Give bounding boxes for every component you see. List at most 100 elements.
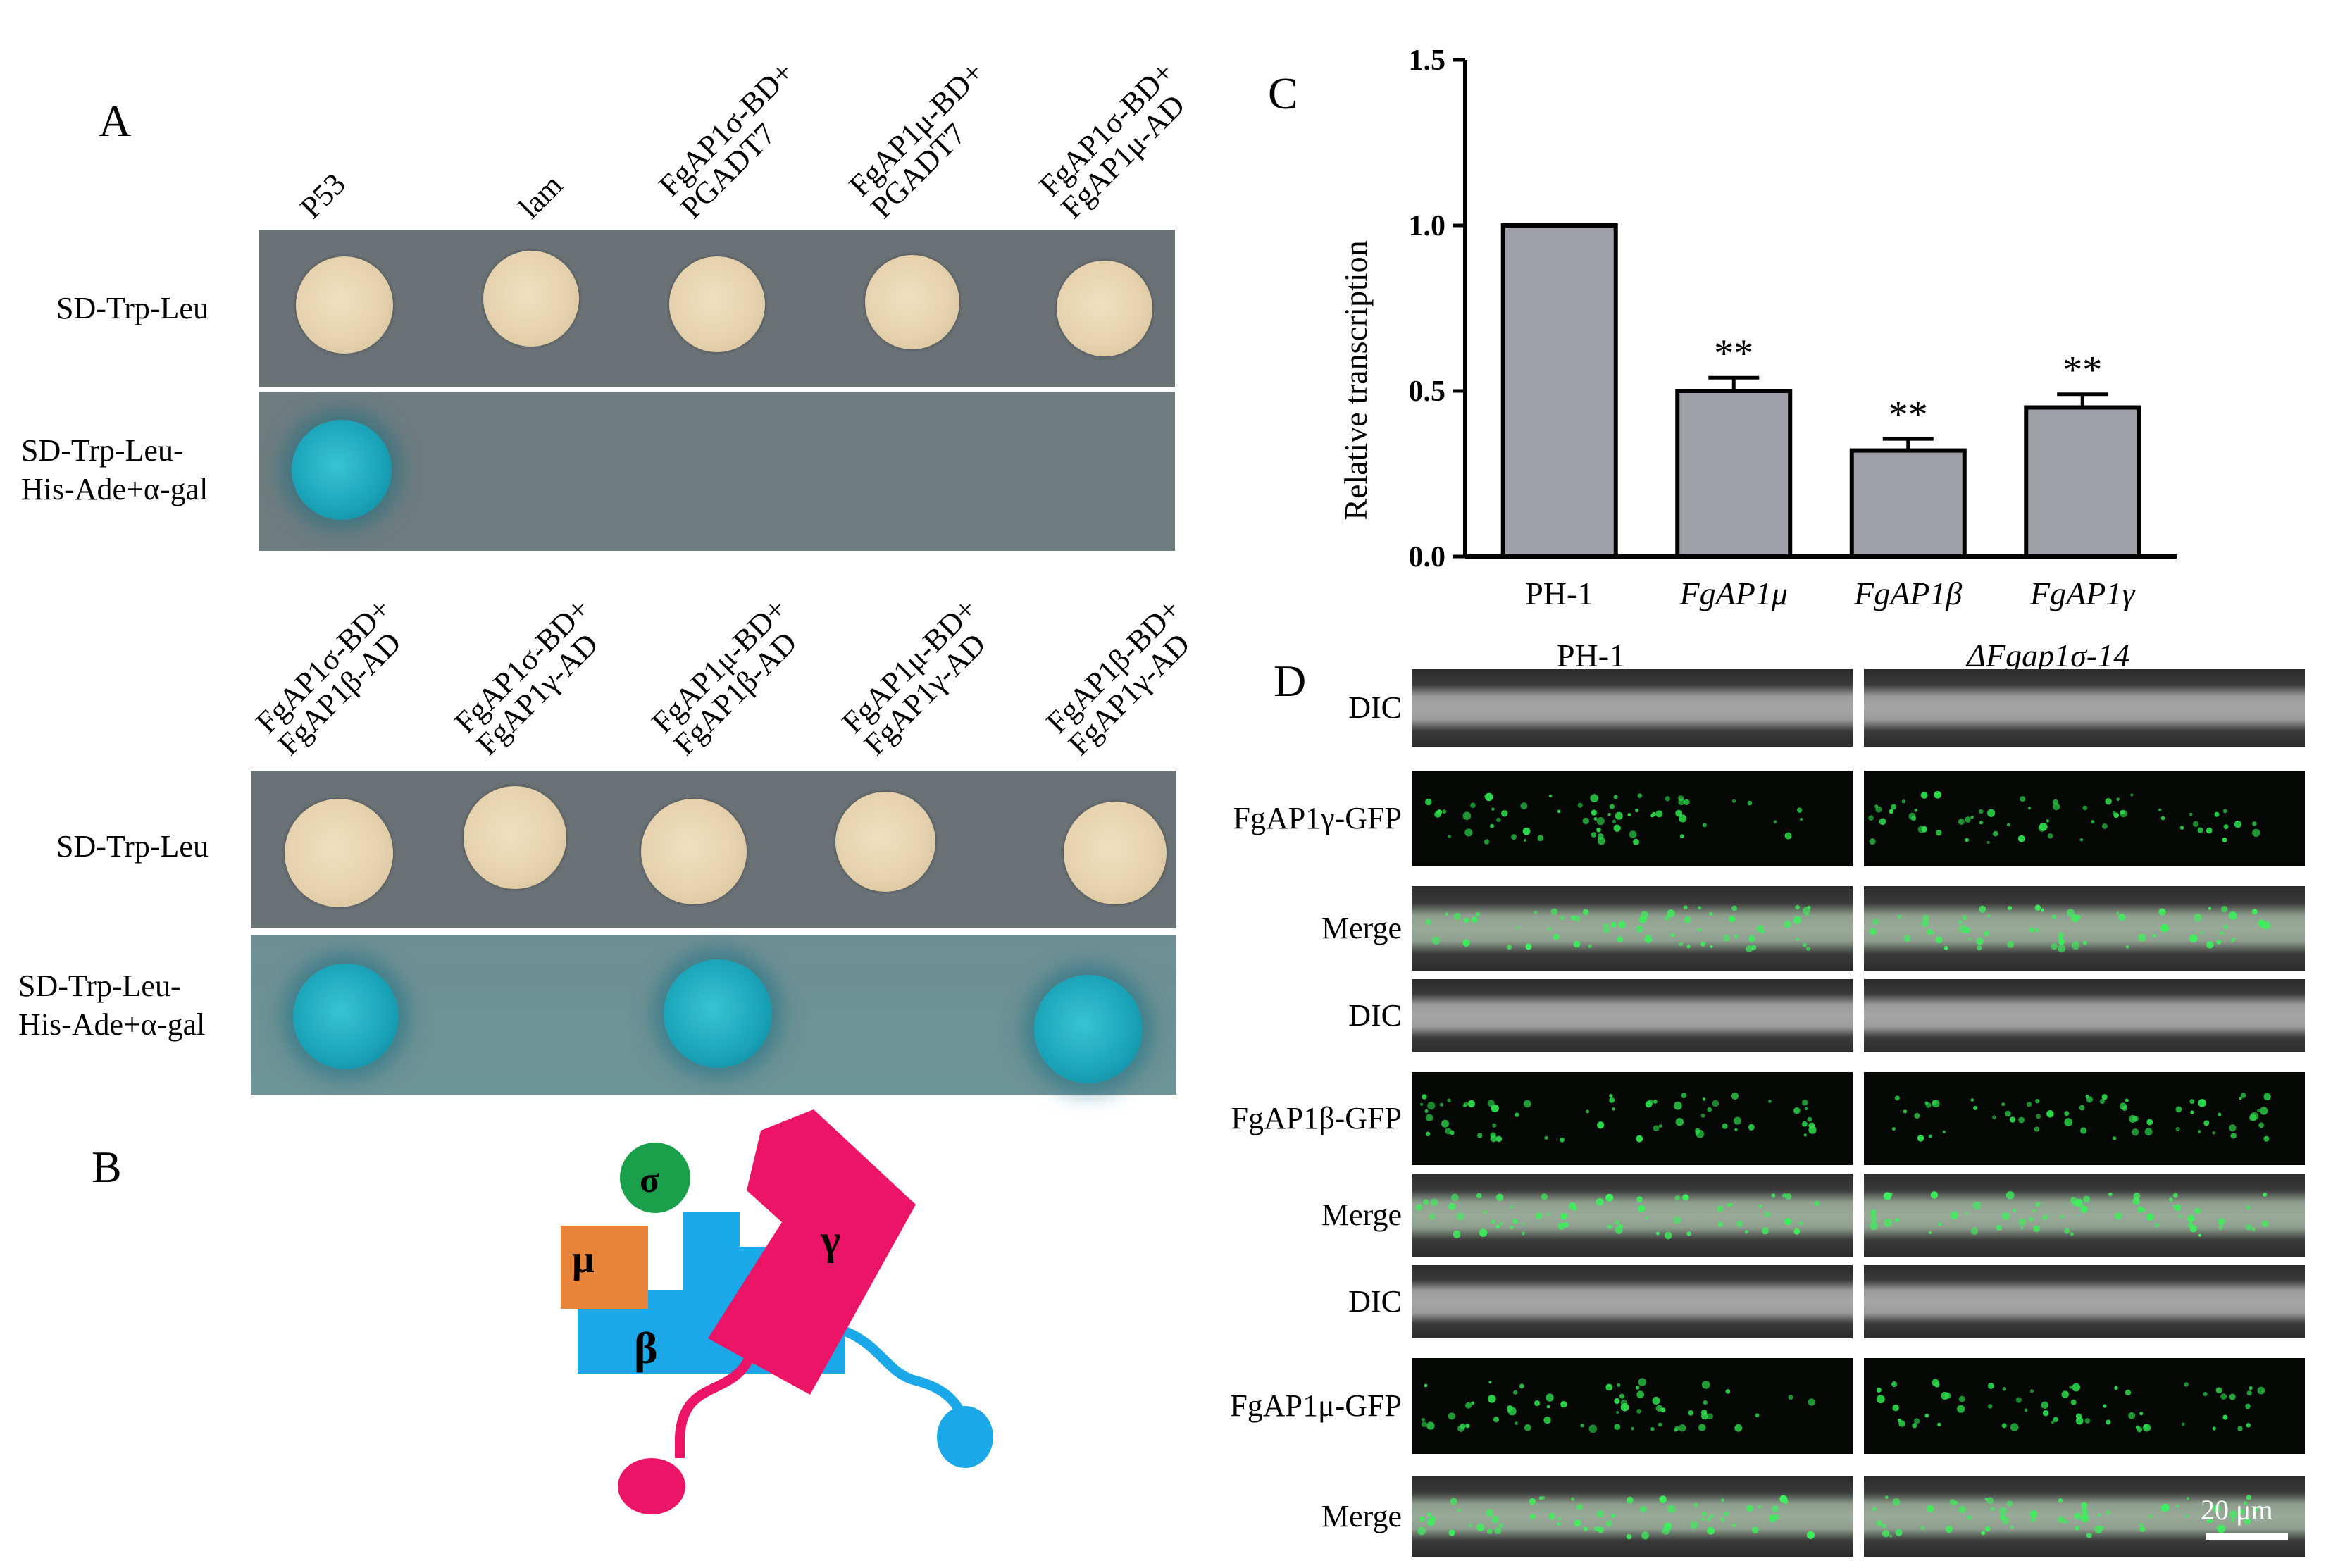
micro-panel-6-0 (1412, 1265, 1853, 1338)
micro-panel-4-1 (1864, 1072, 2305, 1165)
gamma-subunit: γ (618, 1109, 916, 1514)
gfp-puncta (1868, 790, 2260, 845)
micro-panel-3-1 (1864, 979, 2305, 1052)
plate-sd-trp-leu-bottom (251, 771, 1176, 928)
colony-beta-gamma-positive (1034, 975, 1143, 1083)
row-label-selective-line2-bottom: His-Ade+α-gal (18, 1007, 206, 1042)
colony-mu-beta-positive (664, 959, 772, 1068)
top-column-label-1: lam (511, 168, 570, 225)
chart-y-tick-label: 1.0 (1409, 210, 1446, 242)
colony-p53 (296, 256, 393, 354)
chart-significance-label: ** (1889, 393, 1928, 437)
colony-mu-beta (641, 799, 747, 904)
plate-sd-selective-top (259, 392, 1175, 551)
colony-sigma-beta (285, 799, 393, 907)
row-label-sd-trp-leu-top: SD-Trp-Leu (56, 291, 209, 325)
gfp-puncta (1876, 1379, 2265, 1433)
colony-sigma-beta-positive (293, 964, 399, 1069)
gfp-puncta (1415, 1193, 1820, 1240)
top-column-label-3: FgAP1μ-BD+ PGADT7 (842, 54, 991, 225)
bottom-column-label-4: FgAP1β-BD+ FgAP1γ-AD (1039, 592, 1197, 762)
chart-bar (1500, 223, 1618, 559)
chart-x-tick-label: FgAP1μ (1679, 575, 1788, 611)
colony-sigma-pgadt7 (669, 256, 765, 352)
micro-row-label-2: Merge (1321, 911, 1402, 945)
colony-mu-pgadt7 (865, 255, 959, 349)
panel-d-label: D (1274, 656, 1307, 706)
chart-y-tick-label: 0.0 (1409, 541, 1446, 573)
bottom-column-label-2: FgAP1μ-BD+ FgAP1β-AD (645, 591, 804, 762)
scale-bar-label: 20 μm (2201, 1494, 2273, 1526)
gfp-puncta (1870, 1190, 2269, 1237)
micro-panel-2-1 (1864, 886, 2305, 971)
micro-panel-7-1 (1864, 1358, 2305, 1454)
chart-y-tick-label: 1.5 (1409, 44, 1446, 77)
micro-panel-1-1 (1864, 771, 2305, 866)
chart-bar (1675, 389, 1793, 559)
top-column-label-2: FgAP1σ-BD+ PGADT7 (652, 54, 801, 225)
gamma-label: γ (820, 1217, 840, 1263)
micro-row-label-1: FgAP1γ-GFP (1233, 801, 1402, 835)
micro-panel-4-0 (1412, 1072, 1853, 1165)
micro-panel-1-0 (1412, 771, 1853, 866)
micro-panel-0-1 (1864, 669, 2305, 747)
sigma-subunit: σ (620, 1143, 690, 1213)
colony-beta-gamma (1064, 802, 1167, 904)
bottom-column-label-0: FgAP1σ-BD+ FgAP1β-AD (249, 591, 408, 762)
gfp-puncta (1424, 792, 1803, 845)
panel-b-label: B (92, 1142, 122, 1192)
row-label-selective-bottom: SD-Trp-Leu- His-Ade+α-gal (18, 966, 205, 1044)
row-label-selective-line1: SD-Trp-Leu- (21, 433, 184, 468)
colony-lam (483, 251, 579, 347)
chart-bars: PH-1 ** FgAP1μ ** FgAP1β ** FgAP1γ (1500, 223, 2141, 611)
micro-row-label-3: DIC (1348, 998, 1402, 1033)
chart-bar (1849, 448, 1967, 559)
row-label-selective-top: SD-Trp-Leu- His-Ade+α-gal (21, 431, 208, 509)
beta-label: β (634, 1323, 658, 1373)
top-column-label-4: FgAP1σ-BD+ FgAP1μ-AD (1032, 54, 1192, 225)
chart-significance-label: ** (1714, 332, 1753, 375)
micro-row-label-7: FgAP1μ-GFP (1230, 1388, 1402, 1423)
gfp-puncta (1421, 1378, 1815, 1433)
row-label-selective-line1-bottom: SD-Trp-Leu- (18, 969, 181, 1003)
chart-y-tick-label: 0.5 (1409, 375, 1446, 408)
colony-mu-gamma (835, 792, 935, 892)
gfp-puncta (1872, 1495, 2259, 1538)
plate-sd-selective-bottom (251, 935, 1176, 1095)
relative-transcription-chart: Relative transcription 0.0 0.5 1.0 1.5 PH-1… (1338, 44, 2177, 611)
bottom-column-label-3: FgAP1μ-BD+ FgAP1γ-AD (835, 591, 993, 762)
colony-p53-positive (292, 420, 392, 520)
micro-panel-7-0 (1412, 1358, 1853, 1454)
micro-panel-8-1 (1864, 1476, 2305, 1557)
panel-d-col-ph1: PH-1 (1557, 637, 1626, 673)
micro-panel-8-0 (1412, 1476, 1853, 1557)
row-label-selective-line2: His-Ade+α-gal (21, 472, 209, 506)
chart-x-tick-label: FgAP1γ (2029, 575, 2136, 611)
colony-sigma-gamma (464, 786, 566, 889)
gfp-puncta (1419, 1092, 1817, 1143)
micro-row-label-6: DIC (1348, 1284, 1402, 1319)
top-column-label-0: P53 (293, 166, 352, 225)
row-label-sd-trp-leu-bottom: SD-Trp-Leu (56, 829, 209, 864)
chart-x-tick-label: FgAP1β (1853, 575, 1962, 611)
colony-sigma-mu (1057, 261, 1152, 356)
micro-row-label-4: FgAP1β-GFP (1231, 1101, 1402, 1135)
panel-a-label: A (99, 96, 132, 146)
chart-significance-label: ** (2063, 349, 2102, 392)
gfp-puncta (1891, 1093, 2271, 1142)
micro-row-label-5: Merge (1321, 1197, 1402, 1232)
micro-panel-5-1 (1864, 1174, 2305, 1257)
micro-panel-5-0 (1412, 1174, 1853, 1257)
micro-panel-0-0 (1412, 669, 1853, 747)
gfp-puncta (1425, 904, 1811, 953)
bottom-column-label-1: FgAP1σ-BD+ FgAP1γ-AD (447, 591, 605, 762)
gfp-puncta (1869, 904, 2271, 953)
chart-y-axis-label: Relative transcription (1338, 240, 1374, 520)
ap1-complex-diagram: β μ σ γ (561, 1109, 993, 1514)
micro-panel-2-0 (1412, 886, 1853, 971)
micro-row-label-0: DIC (1348, 690, 1402, 725)
sigma-label: σ (640, 1160, 659, 1200)
mu-label: μ (572, 1238, 595, 1281)
mu-subunit: μ (561, 1226, 648, 1309)
chart-bar (2024, 405, 2141, 559)
